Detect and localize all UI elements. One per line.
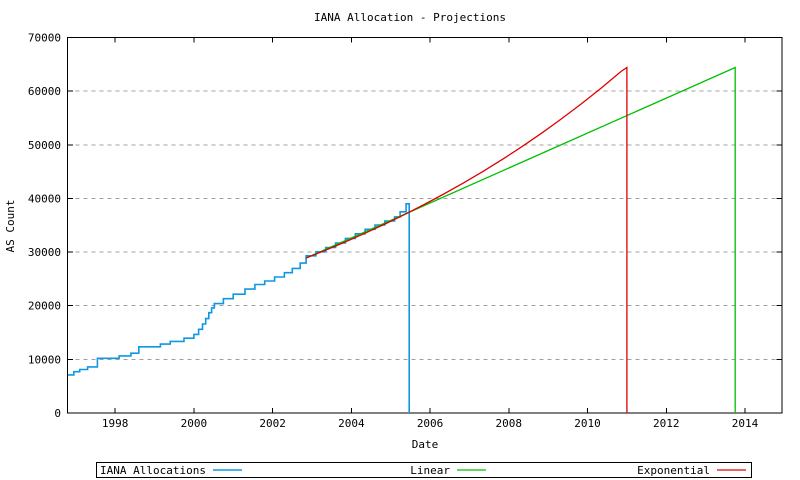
chart-title: IANA Allocation - Projections xyxy=(313,11,507,24)
legend-label-exponential: Exponential xyxy=(637,464,710,477)
legend-box xyxy=(96,462,752,478)
y-tick-label: 10000 xyxy=(28,353,61,366)
plot-border xyxy=(67,37,783,414)
x-tick-label: 2014 xyxy=(732,417,759,430)
x-tick-label: 2000 xyxy=(181,417,208,430)
y-tick-label: 30000 xyxy=(28,246,61,259)
x-axis-label: Date xyxy=(411,438,439,451)
y-tick-label: 50000 xyxy=(28,139,61,152)
y-tick-label: 0 xyxy=(54,407,61,420)
x-tick-label: 2012 xyxy=(653,417,680,430)
x-tick-label: 1998 xyxy=(102,417,129,430)
y-tick-label: 70000 xyxy=(28,32,61,45)
y-tick-label: 60000 xyxy=(28,85,61,98)
y-tick-label: 40000 xyxy=(28,192,61,205)
x-tick-label: 2008 xyxy=(496,417,523,430)
y-tick-label: 20000 xyxy=(28,300,61,313)
x-tick-label: 2004 xyxy=(338,417,365,430)
x-tick-label: 2006 xyxy=(417,417,444,430)
legend-label-linear: Linear xyxy=(410,464,450,477)
legend-label-iana-allocations: IANA Allocations xyxy=(100,464,206,477)
series-linear-line xyxy=(305,66,736,413)
x-tick-label: 2010 xyxy=(574,417,601,430)
x-tick-label: 2002 xyxy=(259,417,286,430)
series-exponential-line xyxy=(305,66,628,413)
